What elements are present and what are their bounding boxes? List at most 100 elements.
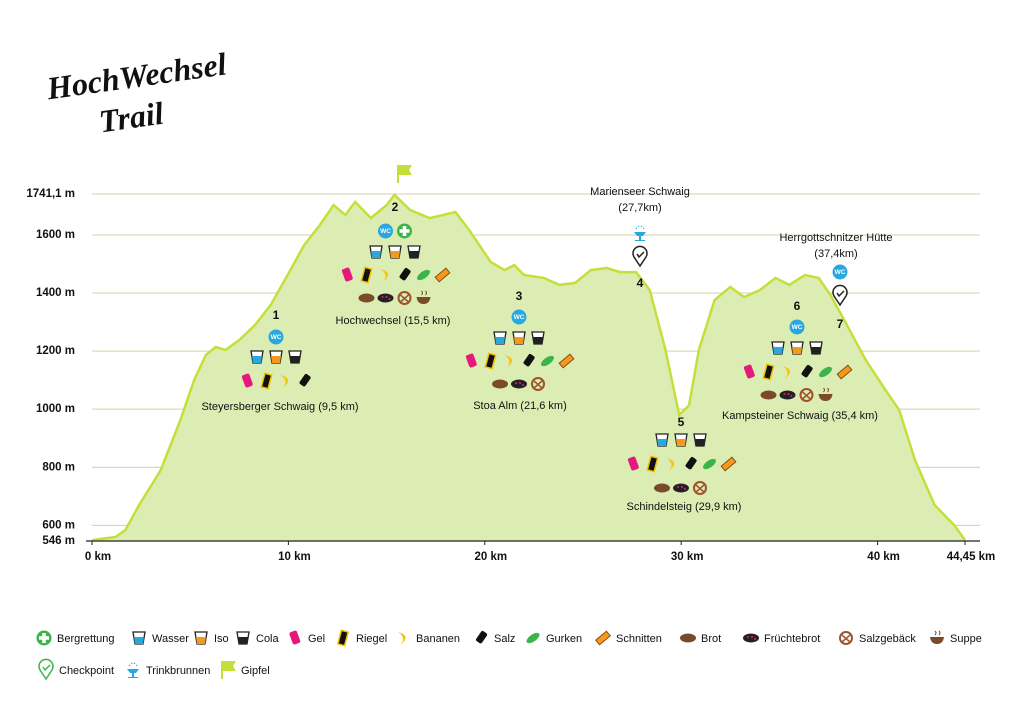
icon [492,379,508,389]
legend-label: Cola [256,633,280,645]
icon [397,291,412,305]
icon-cola [531,331,545,345]
icon-brot [654,483,670,493]
icon-wasser [655,433,669,447]
icon [533,380,543,389]
icon-banane [398,632,406,645]
icon [371,251,381,258]
station-label: (27,7km) [618,202,661,214]
x-tick-label: 10 km [278,551,311,563]
icon-brezel [799,388,814,402]
icon [760,390,777,400]
icon [531,377,545,391]
icon-brunnen [634,225,646,241]
icon-label: WC [514,314,525,321]
icon-salz [523,354,535,367]
icon [299,374,311,387]
icon [792,347,802,354]
icon [515,382,517,384]
icon-wc: WC [789,319,805,335]
icon-gel [289,630,301,645]
icon-pin [832,284,848,307]
icon [673,483,689,493]
icon [434,267,451,283]
logo-line: Trail [97,95,166,140]
icon [252,356,262,363]
icon-riegel [360,266,373,284]
station-name: Kampsteiner Schwaig (35,4 km) [722,410,878,422]
icon-brezel [839,631,853,645]
station-number: 1 [273,308,280,322]
icon-flag [397,165,412,183]
icon [636,251,645,259]
icon [654,483,670,493]
station-name: Stoa Alm (21,6 km) [473,400,567,412]
icon-schnitten [434,267,451,283]
icon-gurke [541,355,554,367]
icon [934,630,941,636]
icon [666,458,675,471]
icon [646,455,659,473]
icon [751,636,753,638]
legend-label: Brot [701,633,721,645]
icon [484,352,497,370]
icon [789,319,805,335]
icon [504,355,513,368]
icon-brot [680,633,696,643]
icon-wasser [493,331,507,345]
legend-label: Früchtebrot [764,633,820,645]
icon-label: WC [271,334,282,341]
icon-salz [476,631,488,644]
icon [743,633,759,643]
icon-gel [241,373,253,388]
icon-riegel [260,372,273,390]
icon [832,264,848,280]
icon-brot [358,293,375,303]
icon [695,439,705,446]
icon-wasser [771,341,785,355]
icon-schnitten [558,353,575,369]
station-number: 4 [637,276,644,290]
icon-banane [782,366,791,379]
icon [519,382,521,384]
station-label: Herrgottschnitzer Hütte [779,232,892,244]
icon [684,488,686,490]
station-label: Marienseer Schwaig [590,186,690,198]
station-label: (37,4km) [814,248,857,260]
icon [703,458,716,470]
icon [695,484,705,493]
icon-wasser [132,631,146,645]
icon-suppe [818,387,833,401]
station-number: 6 [794,299,801,313]
icon [222,661,236,671]
y-tick-label: 1200 m [36,345,75,357]
icon-gurke [819,366,832,378]
icon [385,296,388,298]
icon [238,637,248,644]
logo: HochWechsel Trail [44,45,229,140]
icon [811,347,821,354]
icon-cola [693,433,707,447]
icon-label: WC [380,228,391,235]
x-tick-label: 20 km [474,551,507,563]
icon [381,296,384,298]
icon [399,226,410,236]
y-tick-label: 1741,1 m [26,188,75,200]
icon [360,266,373,284]
icon [754,638,756,640]
icon [773,347,783,354]
icon [634,232,646,241]
icon-banane [666,458,675,471]
icon [657,439,667,446]
icon-gpin [38,658,54,681]
icon-banane [380,269,389,282]
icon-cola [288,350,302,364]
legend-label: Iso [214,633,229,645]
icon [836,290,845,298]
icon [533,337,543,344]
station-name: Hochwechsel (15,5 km) [336,315,451,327]
legend-label: Suppe [950,633,982,645]
icon [779,390,796,400]
icon [127,669,139,678]
